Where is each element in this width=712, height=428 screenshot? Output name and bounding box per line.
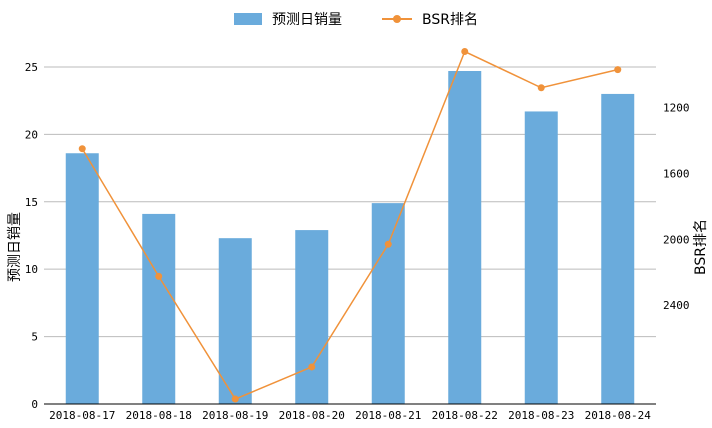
bsr-point: [155, 272, 163, 280]
y-right-tick-label: 1600: [663, 167, 690, 180]
y-left-tick-label: 25: [25, 61, 38, 74]
bar: [601, 93, 635, 404]
bsr-point: [614, 66, 622, 74]
bsr-point: [231, 395, 239, 403]
bar: [65, 153, 99, 404]
y-left-tick-label: 15: [25, 196, 38, 209]
x-tick-label: 2018-08-22: [432, 409, 498, 422]
bsr-point: [461, 48, 469, 56]
x-tick-label: 2018-08-21: [355, 409, 421, 422]
legend-item-bsr[interactable]: BSR排名: [382, 9, 478, 29]
y-right-tick-label: 2400: [663, 299, 690, 312]
y-left-tick-label: 0: [31, 398, 38, 411]
bar: [295, 230, 329, 404]
x-tick-label: 2018-08-24: [585, 409, 652, 422]
x-tick-label: 2018-08-17: [49, 409, 115, 422]
bsr-point: [308, 363, 316, 371]
bar: [524, 111, 558, 405]
bar: [371, 203, 405, 404]
y-right-tick-label: 2000: [663, 233, 690, 246]
x-tick-label: 2018-08-18: [126, 409, 192, 422]
legend-swatch-bar: [234, 13, 262, 25]
bar: [218, 238, 252, 404]
x-tick-label: 2018-08-23: [508, 409, 574, 422]
legend-item-sales[interactable]: 预测日销量: [234, 9, 342, 29]
chart-legend: 预测日销量 BSR排名: [0, 8, 712, 30]
legend-label-bsr: BSR排名: [422, 12, 478, 28]
y-right-tick-label: 1200: [663, 102, 690, 115]
y-left-tick-label: 5: [31, 331, 38, 344]
bsr-point: [384, 240, 392, 248]
legend-label-sales: 预测日销量: [272, 12, 342, 28]
y-left-tick-label: 20: [25, 128, 38, 141]
x-tick-label: 2018-08-19: [202, 409, 268, 422]
bsr-line: [81, 50, 618, 400]
bsr-point: [78, 145, 86, 153]
bsr-point: [537, 84, 545, 92]
y-left-tick-label: 10: [25, 263, 38, 276]
legend-swatch-line: [382, 13, 412, 25]
bar: [448, 71, 482, 404]
x-tick-label: 2018-08-20: [279, 409, 345, 422]
bar: [142, 213, 176, 404]
